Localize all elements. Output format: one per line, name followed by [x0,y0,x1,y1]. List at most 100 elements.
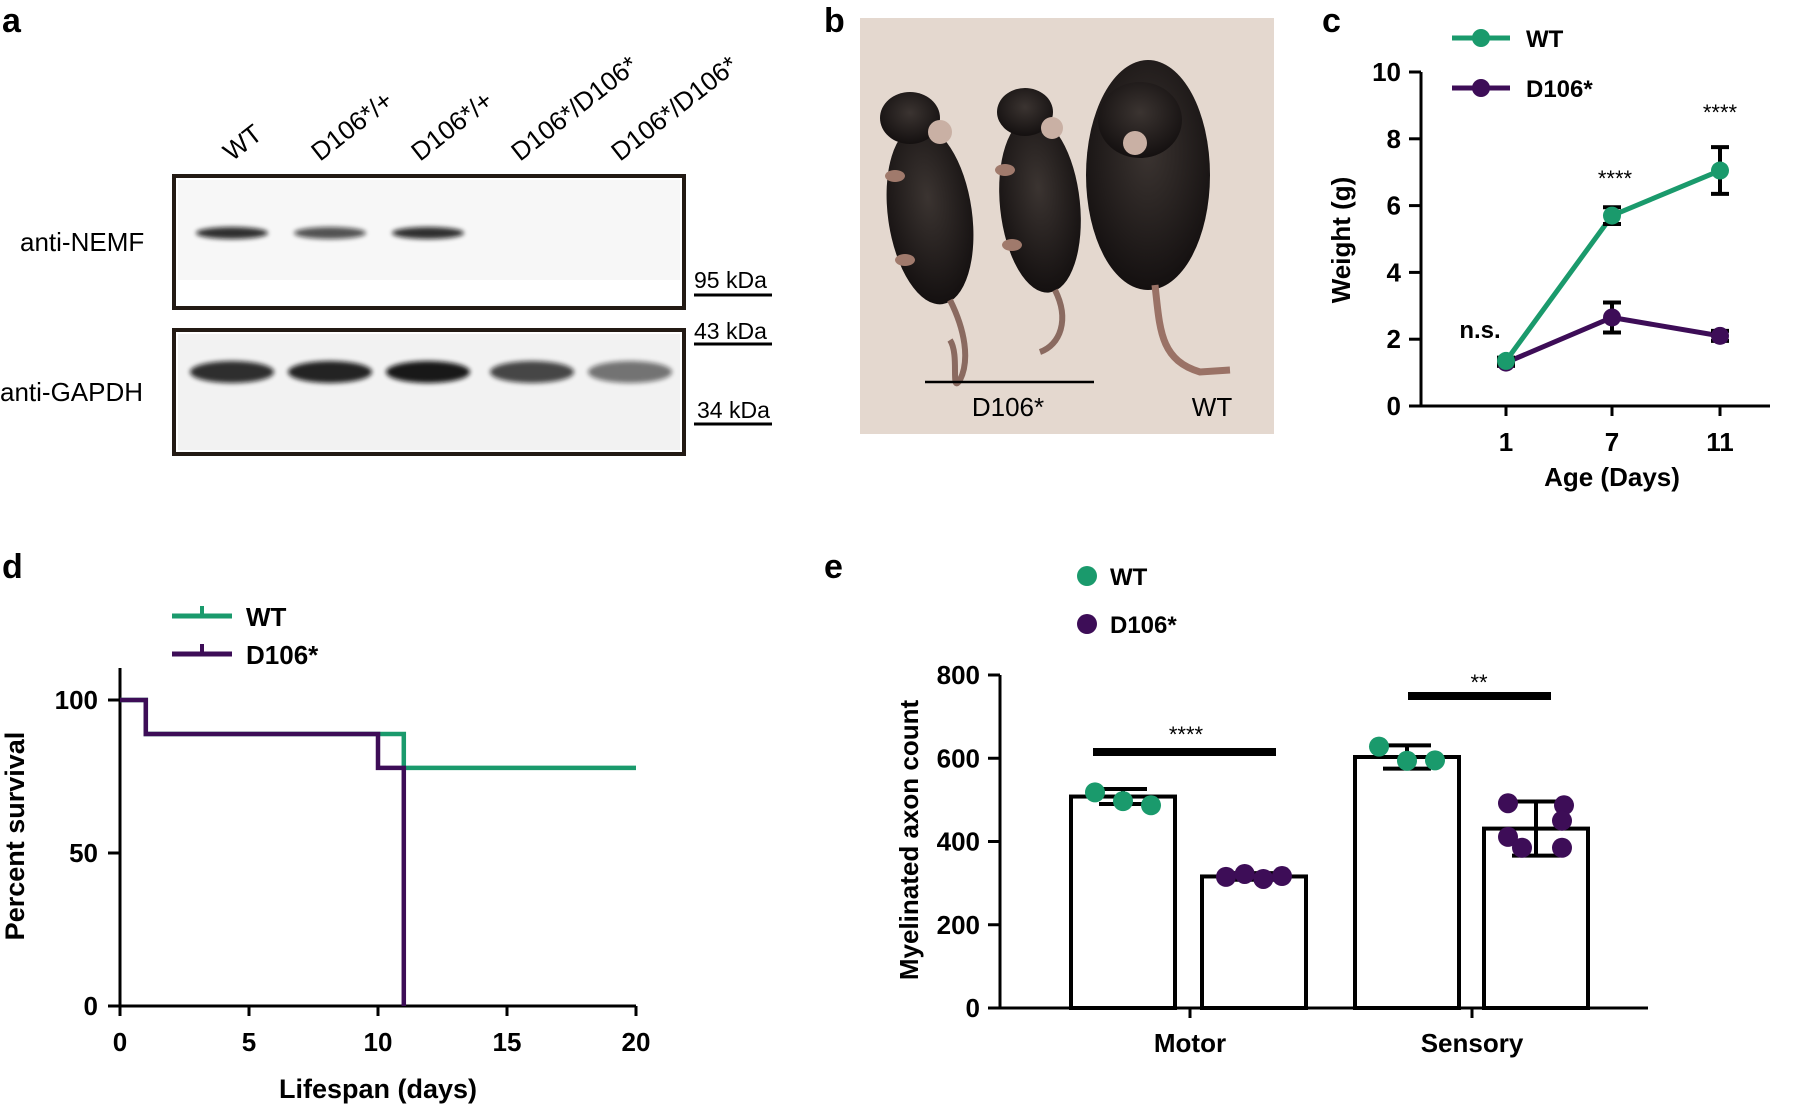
e-x-tick-label: Sensory [1421,1028,1524,1058]
e-legend-label: D106* [1110,612,1177,639]
d-x-axis-label: Lifespan (days) [279,1074,477,1104]
e-data-point [1498,793,1518,814]
gapdh-blot-background [178,334,680,450]
gapdh-band-3 [386,361,470,383]
c-y-tick-label: 2 [1387,324,1401,354]
d-survival-d106 [120,697,407,1006]
d-y-tick-label: 50 [69,838,98,868]
c-y-axis-label: Weight (g) [1326,177,1356,304]
gapdh-band-2 [288,361,372,383]
d-x-tick-label: 10 [364,1027,393,1057]
c-point [1603,206,1621,225]
d-y-tick-label: 100 [55,685,98,715]
c-x-tick-label: 7 [1605,427,1619,457]
e-legend-marker [1077,614,1097,634]
c-point [1497,351,1515,370]
e-annotation-sensory: ** [1470,670,1488,695]
blot-label-gapdh: anti-GAPDH [0,377,143,407]
panel-letter-d: d [2,548,23,586]
c-legend-label: WT [1526,26,1564,53]
c-x-axis-label: Age (Days) [1544,462,1680,492]
d-legend-label: WT [246,602,287,632]
mouse-d106-2 [995,88,1081,355]
gapdh-band-4 [490,361,574,383]
c-y-tick-label: 8 [1387,124,1401,154]
nemf-band-1 [196,227,268,239]
d-x-tick-label: 5 [242,1027,256,1057]
d-x-tick-label: 0 [113,1027,127,1057]
panel-c: c 0 2 4 6 8 10 1 7 11 Age (Days) Weight (g) n.s. ***… [1322,2,1770,492]
e-data-point [1552,810,1572,831]
lane-label-1: WT [217,118,267,167]
marker-43-kda: 43 kDa [694,318,767,344]
e-data-point [1141,795,1161,816]
e-data-point [1554,795,1574,816]
e-data-point [1397,750,1417,771]
e-legend-marker [1077,566,1097,586]
d-x-tick-label: 15 [493,1027,522,1057]
gapdh-band-5 [588,361,672,383]
e-data-point [1552,837,1572,858]
mouse-d106-1 [880,92,974,387]
e-y-tick-label: 200 [937,910,980,940]
c-point [1711,161,1729,180]
size-markers: 95 kDa 43 kDa 34 kDa [694,267,772,426]
mice-photo [880,60,1231,387]
c-x-tick-label: 11 [1706,427,1734,457]
e-data-point [1369,736,1389,757]
c-point [1711,326,1729,345]
e-y-tick-label: 800 [937,660,980,690]
e-x-tick-label: Motor [1154,1028,1226,1058]
d-y-tick-label: 0 [84,991,98,1021]
nemf-band-2 [294,227,366,239]
panel-b: b [824,2,1274,434]
d-x-tick-label: 20 [622,1027,651,1057]
e-bar-wt-sensory [1353,755,1461,1010]
e-bar-wt-motor [1069,794,1177,1010]
d-y-axis-label: Percent survival [0,732,30,941]
c-annotation-ns: n.s. [1459,317,1500,344]
e-y-axis-label: Myelinated axon count [894,700,924,981]
lane-labels: WT D106*/+ D106*/+ D106*/D106* D106*/D10… [217,50,743,167]
lane-label-3: D106*/+ [405,85,498,167]
blot-label-nemf: anti-NEMF [20,227,144,257]
c-x-tick-label: 1 [1499,427,1513,457]
e-data-point [1234,863,1255,884]
panel-letter-e: e [824,548,843,586]
c-y-tick-label: 4 [1387,257,1402,287]
e-data-point [1085,782,1105,803]
c-legend-label: D106* [1526,76,1593,103]
e-y-tick-label: 0 [966,993,980,1023]
e-bar-d106-motor [1200,874,1308,1011]
e-annotation-motor: **** [1169,722,1204,747]
marker-95-kda: 95 kDa [694,267,767,293]
panel-d: d 0 50 100 0 5 10 15 20 Lifespan (days) Percent s… [0,548,650,1104]
nemf-band-3 [392,227,464,239]
nemf-bands [196,227,464,239]
photo-label-wt: WT [1192,392,1233,422]
e-data-point [1272,866,1292,887]
c-point [1603,308,1621,327]
e-data-point [1113,791,1133,812]
gapdh-band-1 [190,361,274,383]
gapdh-bands [190,361,672,383]
c-y-tick-label: 0 [1387,391,1401,421]
c-annotation-day7: **** [1598,166,1633,191]
panel-letter-c: c [1322,2,1341,40]
e-y-tick-label: 400 [937,827,980,857]
mouse-wt [1086,60,1231,376]
e-data-point [1512,837,1532,858]
lane-label-2: D106*/+ [305,85,398,167]
c-y-tick-label: 6 [1387,191,1401,221]
c-legend-marker [1472,79,1490,97]
panel-e: e 0 200 400 600 800 Motor Sensory Myelinated ax… [824,548,1648,1058]
e-data-point [1498,826,1518,847]
e-legend-label: WT [1110,564,1148,591]
e-data-point [1253,868,1274,889]
c-legend-marker [1472,29,1490,47]
e-data-point [1216,866,1236,887]
marker-34-kda: 34 kDa [697,397,770,423]
panel-a: a WT D106*/+ D106*/+ D106*/D106* D106*/D… [0,2,772,456]
panel-letter-a: a [2,2,22,40]
